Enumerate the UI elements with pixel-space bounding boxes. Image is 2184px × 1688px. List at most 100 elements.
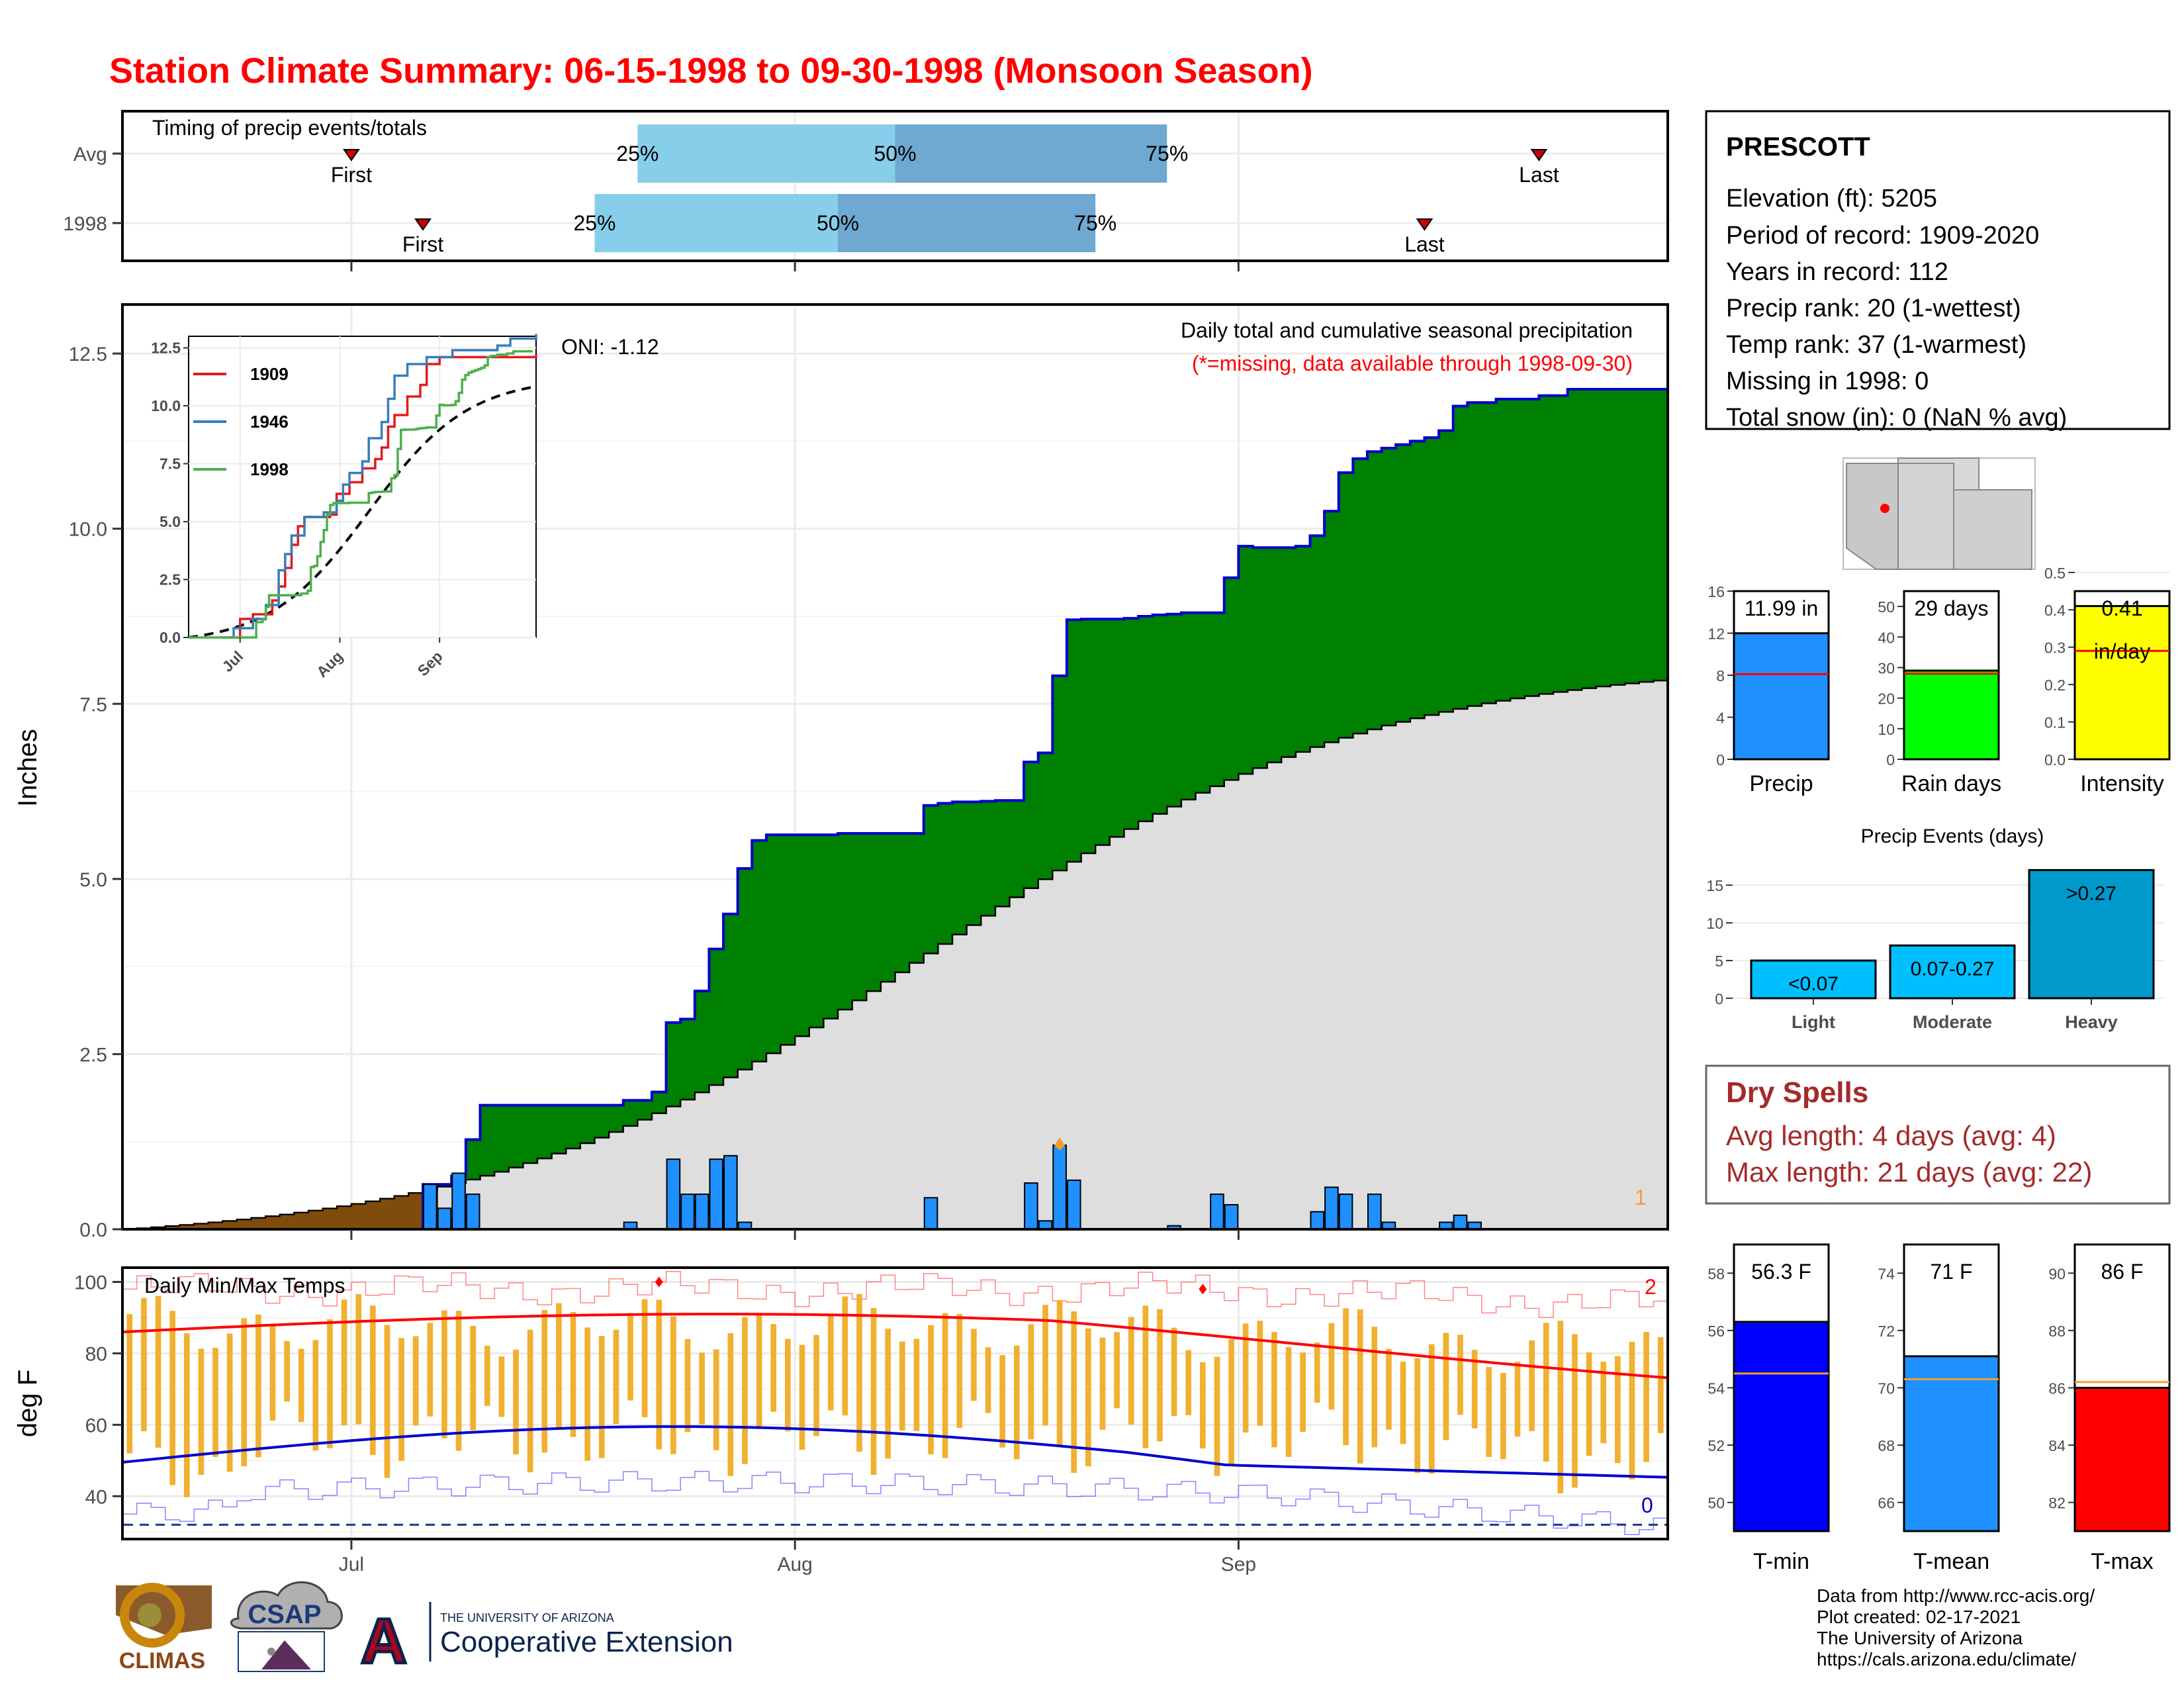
inset-ytick-label: 7.5	[159, 455, 181, 473]
daily-temp-range-bar	[856, 1293, 862, 1452]
month-xtick-label: Aug	[777, 1554, 812, 1575]
daily-temp-range-bar	[1300, 1352, 1306, 1432]
daily-precip-bar	[437, 1207, 452, 1230]
footer-logos: CLIMAS CSAP A THE UNIVERSITY OF ARIZONA …	[116, 1581, 733, 1679]
page-title: Station Climate Summary: 06-15-1998 to 0…	[109, 51, 1313, 91]
missing-count: 1	[1635, 1186, 1647, 1209]
events-bar-label: <0.07	[1788, 973, 1839, 995]
first-event-marker	[414, 218, 432, 231]
university-of-arizona-logo: A THE UNIVERSITY OF ARIZONA Cooperative …	[359, 1602, 733, 1679]
daily-temp-range-bar	[1486, 1367, 1492, 1457]
station-location-dot	[1880, 504, 1889, 513]
precip-events-title: Precip Events (days)	[1861, 825, 2044, 847]
daily-temp-range-bar	[770, 1324, 777, 1412]
totals-ytick-label: 40	[1878, 629, 1895, 646]
daily-precip-bar	[1453, 1214, 1468, 1231]
inset-legend-label: 1909	[250, 364, 289, 384]
daily-temp-range-bar	[441, 1310, 447, 1438]
inset-ytick-label: 10.0	[151, 397, 181, 414]
daily-temp-range-bar	[141, 1297, 147, 1432]
timing-quartile-label: 75%	[1074, 211, 1116, 235]
daily-temp-range-bar	[727, 1333, 734, 1476]
temp-summary-ytick-label: 50	[1707, 1495, 1725, 1512]
daily-precip-bar	[923, 1197, 938, 1230]
record-max-temp-line	[122, 1270, 1668, 1318]
daily-precip-bar	[1310, 1211, 1325, 1230]
daily-temp-range-bar	[284, 1340, 290, 1402]
daily-temp-range-bar	[999, 1355, 1005, 1448]
season-totals-panels: 0 4 8 12 16 11.99 in Precip 0 10 20 30 40 50 29 days R…	[1707, 565, 2171, 796]
daily-temp-range-bar	[913, 1338, 920, 1431]
timing-quartile-label: 50%	[817, 211, 859, 235]
daily-precip-bar	[666, 1158, 681, 1230]
last-event-label: Last	[1404, 232, 1445, 256]
events-ytick-label: 0	[1715, 990, 1723, 1008]
ua-name: THE UNIVERSITY OF ARIZONA	[440, 1611, 614, 1624]
station-snow: Total snow (in): 0 (NaN % avg)	[1726, 404, 2067, 432]
daily-temp-range-bar	[885, 1329, 891, 1459]
station-name: PRESCOTT	[1726, 132, 1870, 162]
daily-temp-range-bar	[1343, 1308, 1349, 1446]
events-category-label: Moderate	[1913, 1012, 1992, 1032]
daily-temp-range-bar	[455, 1311, 462, 1451]
climas-logo: CLIMAS	[116, 1583, 212, 1673]
events-category-label: Light	[1792, 1012, 1835, 1032]
daily-temp-range-bar	[155, 1295, 161, 1448]
temp-title: Daily Min/Max Temps	[144, 1274, 345, 1297]
totals-value-unit: in/day	[2094, 639, 2150, 663]
daily-temp-range-bar	[312, 1340, 319, 1451]
daily-temp-range-bar	[1357, 1309, 1363, 1464]
main-ytick-label: 0.0	[79, 1219, 107, 1241]
daily-temp-range-bar	[1386, 1348, 1392, 1430]
daily-temp-range-bar	[842, 1296, 848, 1416]
daily-temp-range-bar	[1128, 1317, 1134, 1425]
inset-ytick-label: 5.0	[159, 513, 181, 530]
temp-summary-ytick-label: 82	[2048, 1495, 2066, 1512]
inset-ytick-label: 12.5	[151, 340, 181, 357]
daily-precip-bar	[694, 1194, 709, 1231]
precip-events-chart: Precip Events (days) 0 5 10 15 <0.07 Light 0.0…	[1706, 825, 2164, 1032]
climas-text: CLIMAS	[119, 1648, 205, 1673]
timing-quartile-label: 25%	[573, 211, 615, 235]
events-bar	[2028, 868, 2155, 1000]
dry-spells-max: Max length: 21 days (avg: 22)	[1726, 1156, 2092, 1188]
daily-temp-range-bar	[928, 1325, 934, 1455]
temp-summary-t-mean: 66 68 70 72 74 71 F T-mean	[1878, 1243, 2000, 1574]
inset-legend-label: 1946	[250, 412, 289, 432]
temp-summary-label: T-min	[1753, 1549, 1809, 1574]
temp-summary-value-label: 86 F	[2101, 1260, 2143, 1284]
daily-temp-range-bar	[1629, 1341, 1635, 1479]
daily-temp-range-bar	[1615, 1356, 1621, 1464]
daily-temp-range-bar	[899, 1341, 905, 1430]
daily-temp-range-bar	[1543, 1323, 1549, 1462]
timing-bar-q25-q50	[594, 194, 839, 252]
events-bar-label: 0.07-0.27	[1911, 958, 1995, 980]
timing-bar-q25-q50	[637, 124, 895, 183]
daily-temp-range-bar	[870, 1308, 877, 1475]
dry-spells-box: Dry Spells Avg length: 4 days (avg: 4) M…	[1705, 1064, 2171, 1205]
daily-precip-bar	[1052, 1145, 1067, 1230]
events-bar	[1750, 959, 1877, 1000]
avg-min-temp-line	[122, 1425, 1668, 1479]
daily-temp-range-bar	[1099, 1337, 1106, 1430]
daily-temp-range-bar	[1457, 1335, 1463, 1415]
events-ytick-label: 15	[1706, 877, 1723, 894]
daily-temp-range-bar	[584, 1327, 590, 1461]
temp-summary-ytick-label: 54	[1707, 1380, 1725, 1397]
first-event-marker	[343, 149, 360, 162]
credit-website: https://cals.arizona.edu/climate/	[1817, 1649, 2076, 1669]
daily-temp-range-bar	[427, 1323, 433, 1417]
temp-summary-t-max: 82 84 86 88 90 86 F T-max	[2048, 1243, 2171, 1574]
daily-precip-bar	[1224, 1203, 1239, 1231]
daily-temp-range-bar	[198, 1348, 205, 1476]
daily-temp-range-bar	[1443, 1333, 1449, 1440]
timing-row-label-year: 1998	[63, 213, 107, 235]
daily-temp-range-bar	[556, 1303, 562, 1429]
totals-ytick-label: 10	[1878, 721, 1895, 738]
daily-temp-range-bar	[1142, 1305, 1149, 1448]
daily-temp-range-bar	[627, 1313, 633, 1401]
daily-precip-bar	[423, 1184, 437, 1231]
daily-temp-range-bar	[742, 1317, 748, 1464]
totals-ytick-label: 0.4	[2044, 602, 2066, 619]
